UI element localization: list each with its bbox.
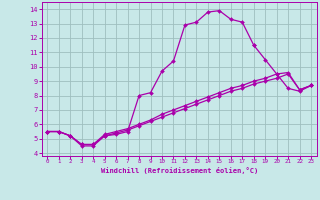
X-axis label: Windchill (Refroidissement éolien,°C): Windchill (Refroidissement éolien,°C)	[100, 167, 258, 174]
